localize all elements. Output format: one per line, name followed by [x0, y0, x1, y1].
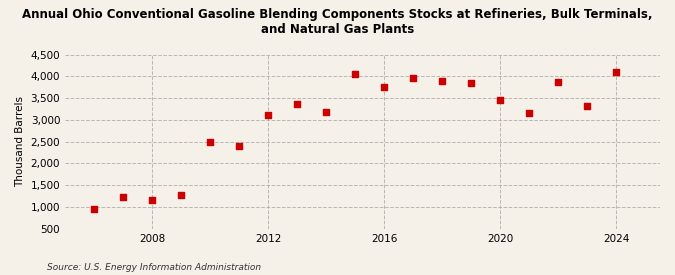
Point	[146, 198, 157, 202]
Point	[117, 195, 128, 199]
Text: Annual Ohio Conventional Gasoline Blending Components Stocks at Refineries, Bulk: Annual Ohio Conventional Gasoline Blendi…	[22, 8, 653, 36]
Point	[263, 113, 273, 117]
Point	[553, 79, 564, 84]
Point	[408, 76, 418, 80]
Point	[524, 110, 535, 115]
Point	[611, 70, 622, 74]
Point	[176, 193, 186, 197]
Point	[582, 103, 593, 108]
Point	[379, 85, 389, 89]
Point	[234, 143, 244, 148]
Point	[205, 140, 215, 144]
Point	[350, 72, 360, 76]
Text: Source: U.S. Energy Information Administration: Source: U.S. Energy Information Administ…	[47, 263, 261, 272]
Point	[88, 207, 99, 211]
Point	[466, 80, 477, 85]
Point	[321, 109, 331, 114]
Point	[292, 102, 302, 106]
Y-axis label: Thousand Barrels: Thousand Barrels	[15, 96, 25, 187]
Point	[437, 79, 448, 83]
Point	[495, 98, 506, 103]
